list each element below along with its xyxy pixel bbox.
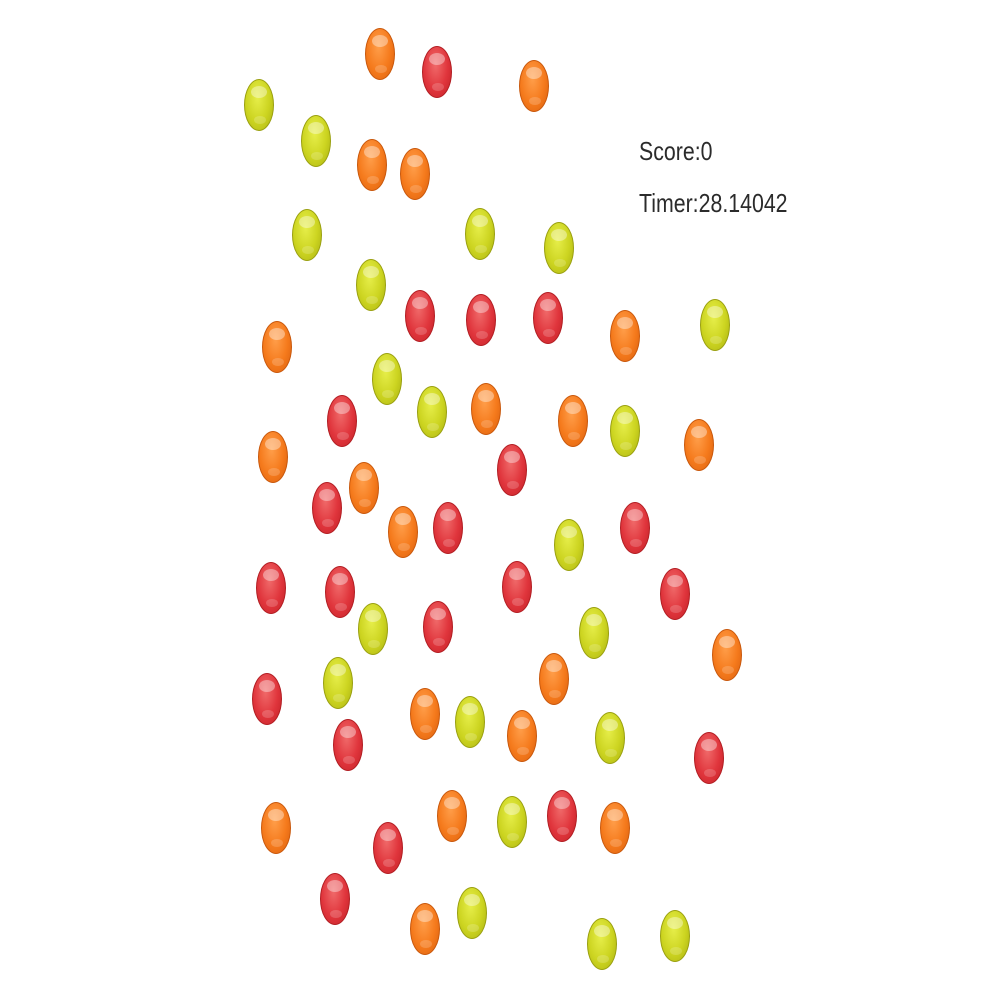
yellow-candy[interactable]: [417, 386, 447, 438]
red-candy[interactable]: [497, 444, 527, 496]
yellow-candy[interactable]: [301, 115, 331, 167]
yellow-candy[interactable]: [554, 519, 584, 571]
orange-candy[interactable]: [400, 148, 430, 200]
red-candy[interactable]: [466, 294, 496, 346]
orange-candy[interactable]: [684, 419, 714, 471]
red-candy[interactable]: [620, 502, 650, 554]
yellow-candy[interactable]: [579, 607, 609, 659]
red-candy[interactable]: [502, 561, 532, 613]
orange-candy[interactable]: [610, 310, 640, 362]
orange-candy[interactable]: [519, 60, 549, 112]
yellow-candy[interactable]: [587, 918, 617, 970]
orange-candy[interactable]: [600, 802, 630, 854]
orange-candy[interactable]: [388, 506, 418, 558]
orange-candy[interactable]: [365, 28, 395, 80]
orange-candy[interactable]: [349, 462, 379, 514]
score-display: Score:0: [639, 136, 712, 167]
yellow-candy[interactable]: [292, 209, 322, 261]
yellow-candy[interactable]: [244, 79, 274, 131]
yellow-candy[interactable]: [660, 910, 690, 962]
orange-candy[interactable]: [410, 688, 440, 740]
yellow-candy[interactable]: [700, 299, 730, 351]
orange-candy[interactable]: [261, 802, 291, 854]
red-candy[interactable]: [256, 562, 286, 614]
yellow-candy[interactable]: [544, 222, 574, 274]
timer-label: Timer:: [639, 188, 699, 218]
yellow-candy[interactable]: [497, 796, 527, 848]
orange-candy[interactable]: [410, 903, 440, 955]
orange-candy[interactable]: [471, 383, 501, 435]
yellow-candy[interactable]: [610, 405, 640, 457]
orange-candy[interactable]: [357, 139, 387, 191]
orange-candy[interactable]: [539, 653, 569, 705]
yellow-candy[interactable]: [457, 887, 487, 939]
yellow-candy[interactable]: [595, 712, 625, 764]
orange-candy[interactable]: [258, 431, 288, 483]
score-label: Score:: [639, 136, 701, 166]
yellow-candy[interactable]: [372, 353, 402, 405]
red-candy[interactable]: [533, 292, 563, 344]
red-candy[interactable]: [320, 873, 350, 925]
red-candy[interactable]: [312, 482, 342, 534]
yellow-candy[interactable]: [356, 259, 386, 311]
red-candy[interactable]: [327, 395, 357, 447]
red-candy[interactable]: [373, 822, 403, 874]
red-candy[interactable]: [694, 732, 724, 784]
orange-candy[interactable]: [437, 790, 467, 842]
red-candy[interactable]: [405, 290, 435, 342]
yellow-candy[interactable]: [358, 603, 388, 655]
red-candy[interactable]: [423, 601, 453, 653]
timer-value: 28.14042: [698, 188, 788, 218]
red-candy[interactable]: [252, 673, 282, 725]
yellow-candy[interactable]: [465, 208, 495, 260]
timer-display: Timer:28.14042: [639, 188, 788, 219]
orange-candy[interactable]: [712, 629, 742, 681]
orange-candy[interactable]: [558, 395, 588, 447]
red-candy[interactable]: [325, 566, 355, 618]
orange-candy[interactable]: [262, 321, 292, 373]
orange-candy[interactable]: [507, 710, 537, 762]
yellow-candy[interactable]: [323, 657, 353, 709]
red-candy[interactable]: [660, 568, 690, 620]
red-candy[interactable]: [433, 502, 463, 554]
red-candy[interactable]: [547, 790, 577, 842]
red-candy[interactable]: [422, 46, 452, 98]
yellow-candy[interactable]: [455, 696, 485, 748]
red-candy[interactable]: [333, 719, 363, 771]
score-value: 0: [700, 136, 713, 166]
